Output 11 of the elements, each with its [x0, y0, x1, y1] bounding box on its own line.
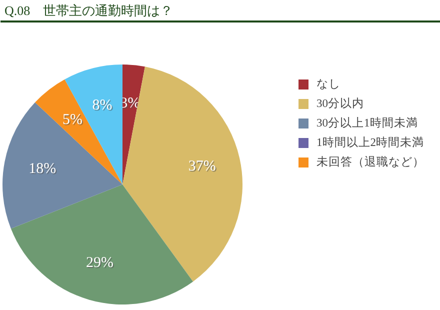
data-label: 8% [93, 98, 114, 114]
legend-label: 30分以上1時間未満 [316, 116, 418, 130]
data-label: 18% [30, 162, 58, 178]
legend-label: 未回答（退職など） [316, 154, 424, 168]
data-label: 37% [188, 158, 216, 175]
legend-label: 1時間以上2時間未満 [316, 136, 424, 149]
legend-label: 30分以内 [316, 97, 364, 110]
data-label: 5% [62, 112, 82, 128]
legend-label: なし [316, 78, 340, 90]
chart-title: Q.08 世帯主の通勤時間は？ [4, 3, 174, 18]
data-label: 29% [86, 256, 114, 272]
